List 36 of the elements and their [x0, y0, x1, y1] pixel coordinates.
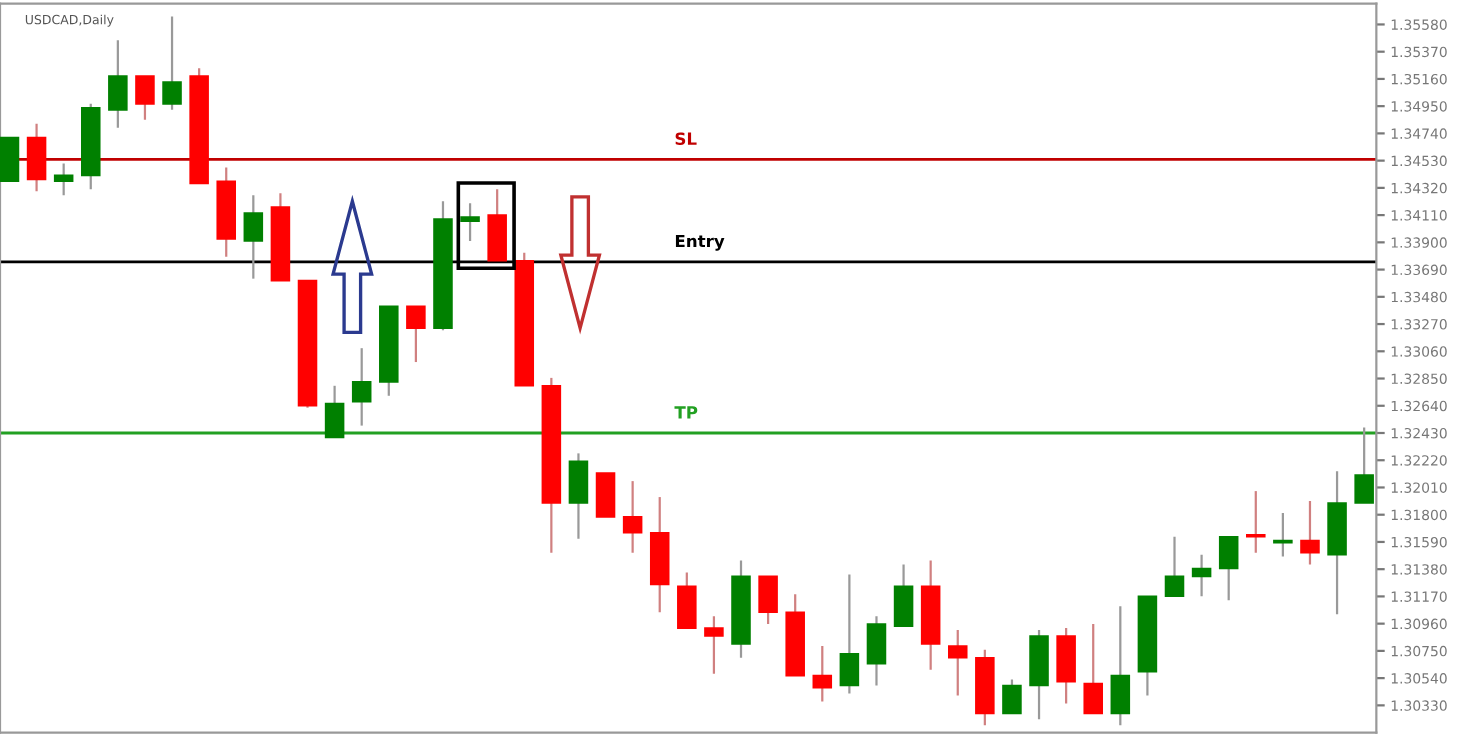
candlestick: [53, 162, 74, 197]
candlestick: [1083, 622, 1104, 715]
candlestick: [677, 571, 697, 630]
candlestick: [406, 305, 426, 364]
candlestick: [108, 39, 128, 129]
candlestick: [1273, 511, 1293, 558]
candlestick: [866, 615, 887, 687]
candlestick: [324, 384, 345, 439]
ref-line-label: TP: [674, 406, 698, 419]
candlestick: [812, 644, 833, 703]
candlestick: [595, 472, 616, 518]
candlestick: [893, 563, 914, 628]
candlestick: [1056, 626, 1076, 705]
ref-line-label: Entry: [675, 234, 725, 251]
candlestick: [1110, 605, 1131, 727]
candlestick: [487, 188, 507, 262]
candlestick: [839, 573, 860, 695]
candlestick: [1218, 535, 1239, 602]
candlestick: [1002, 678, 1022, 715]
candlestick: [568, 452, 589, 540]
ref-line-label: SL: [675, 132, 697, 145]
candlestick: [1191, 553, 1212, 598]
candlestick: [1164, 535, 1185, 598]
candlestick: [460, 202, 480, 243]
candlestick: [947, 628, 968, 697]
candlestick: [26, 122, 47, 193]
candlestick: [622, 480, 643, 554]
candlestick: [0, 136, 20, 183]
candlestick: [135, 74, 155, 121]
candlestick: [243, 194, 264, 280]
candlestick: [704, 615, 724, 675]
candlestick: [162, 15, 182, 111]
candlestick: [1300, 499, 1320, 566]
candlestick: [1246, 489, 1266, 554]
candlestick: [758, 575, 778, 626]
candlestick: [351, 347, 372, 427]
